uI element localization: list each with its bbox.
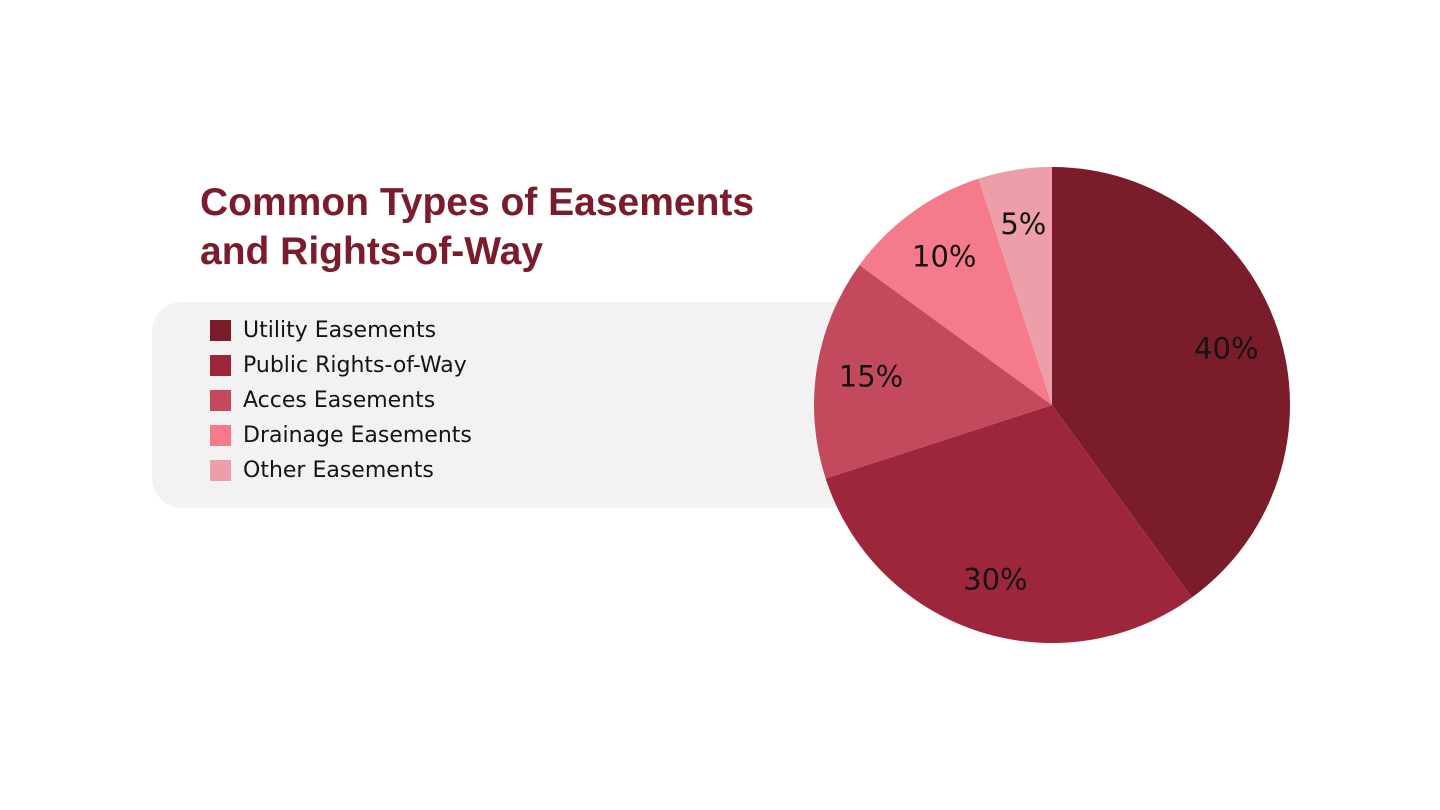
legend-panel <box>152 302 912 508</box>
legend-item-access: Acces Easements <box>210 383 472 418</box>
pie-slice-drainage <box>859 178 1052 405</box>
pie-label-drainage: 10% <box>912 240 976 274</box>
legend-item-public-rights-of-way: Public Rights-of-Way <box>210 348 472 383</box>
legend-swatch-drainage <box>210 425 231 446</box>
pie-slice-utility <box>1052 167 1291 598</box>
legend-label-other: Other Easements <box>243 458 434 483</box>
legend-swatch-other <box>210 460 231 481</box>
legend: Utility Easements Public Rights-of-Way A… <box>210 313 472 488</box>
legend-swatch-utility <box>210 320 231 341</box>
chart-title-line-1: Common Types of Easements <box>200 181 755 224</box>
legend-swatch-public-rights-of-way <box>210 355 231 376</box>
legend-label-utility: Utility Easements <box>243 318 437 343</box>
pie-label-access: 15% <box>839 359 903 393</box>
legend-label-public-rights-of-way: Public Rights-of-Way <box>243 353 467 378</box>
pie-slice-other <box>978 167 1052 405</box>
chart-title-line-2: and Rights-of-Way <box>200 230 544 273</box>
pie-label-other: 5% <box>1000 207 1046 241</box>
chart-title: Common Types of Easements and Rights-of-… <box>200 178 840 276</box>
legend-swatch-access <box>210 390 231 411</box>
legend-item-drainage: Drainage Easements <box>210 418 472 453</box>
pie-label-public-rights-of-way: 30% <box>963 562 1027 596</box>
pie-slice-public-rights-of-way <box>825 405 1192 644</box>
pie-label-utility: 40% <box>1194 331 1258 365</box>
legend-label-drainage: Drainage Easements <box>243 423 472 448</box>
pie-slice-access <box>813 265 1052 479</box>
legend-item-utility: Utility Easements <box>210 313 472 348</box>
legend-item-other: Other Easements <box>210 453 472 488</box>
legend-label-access: Acces Easements <box>243 388 436 413</box>
